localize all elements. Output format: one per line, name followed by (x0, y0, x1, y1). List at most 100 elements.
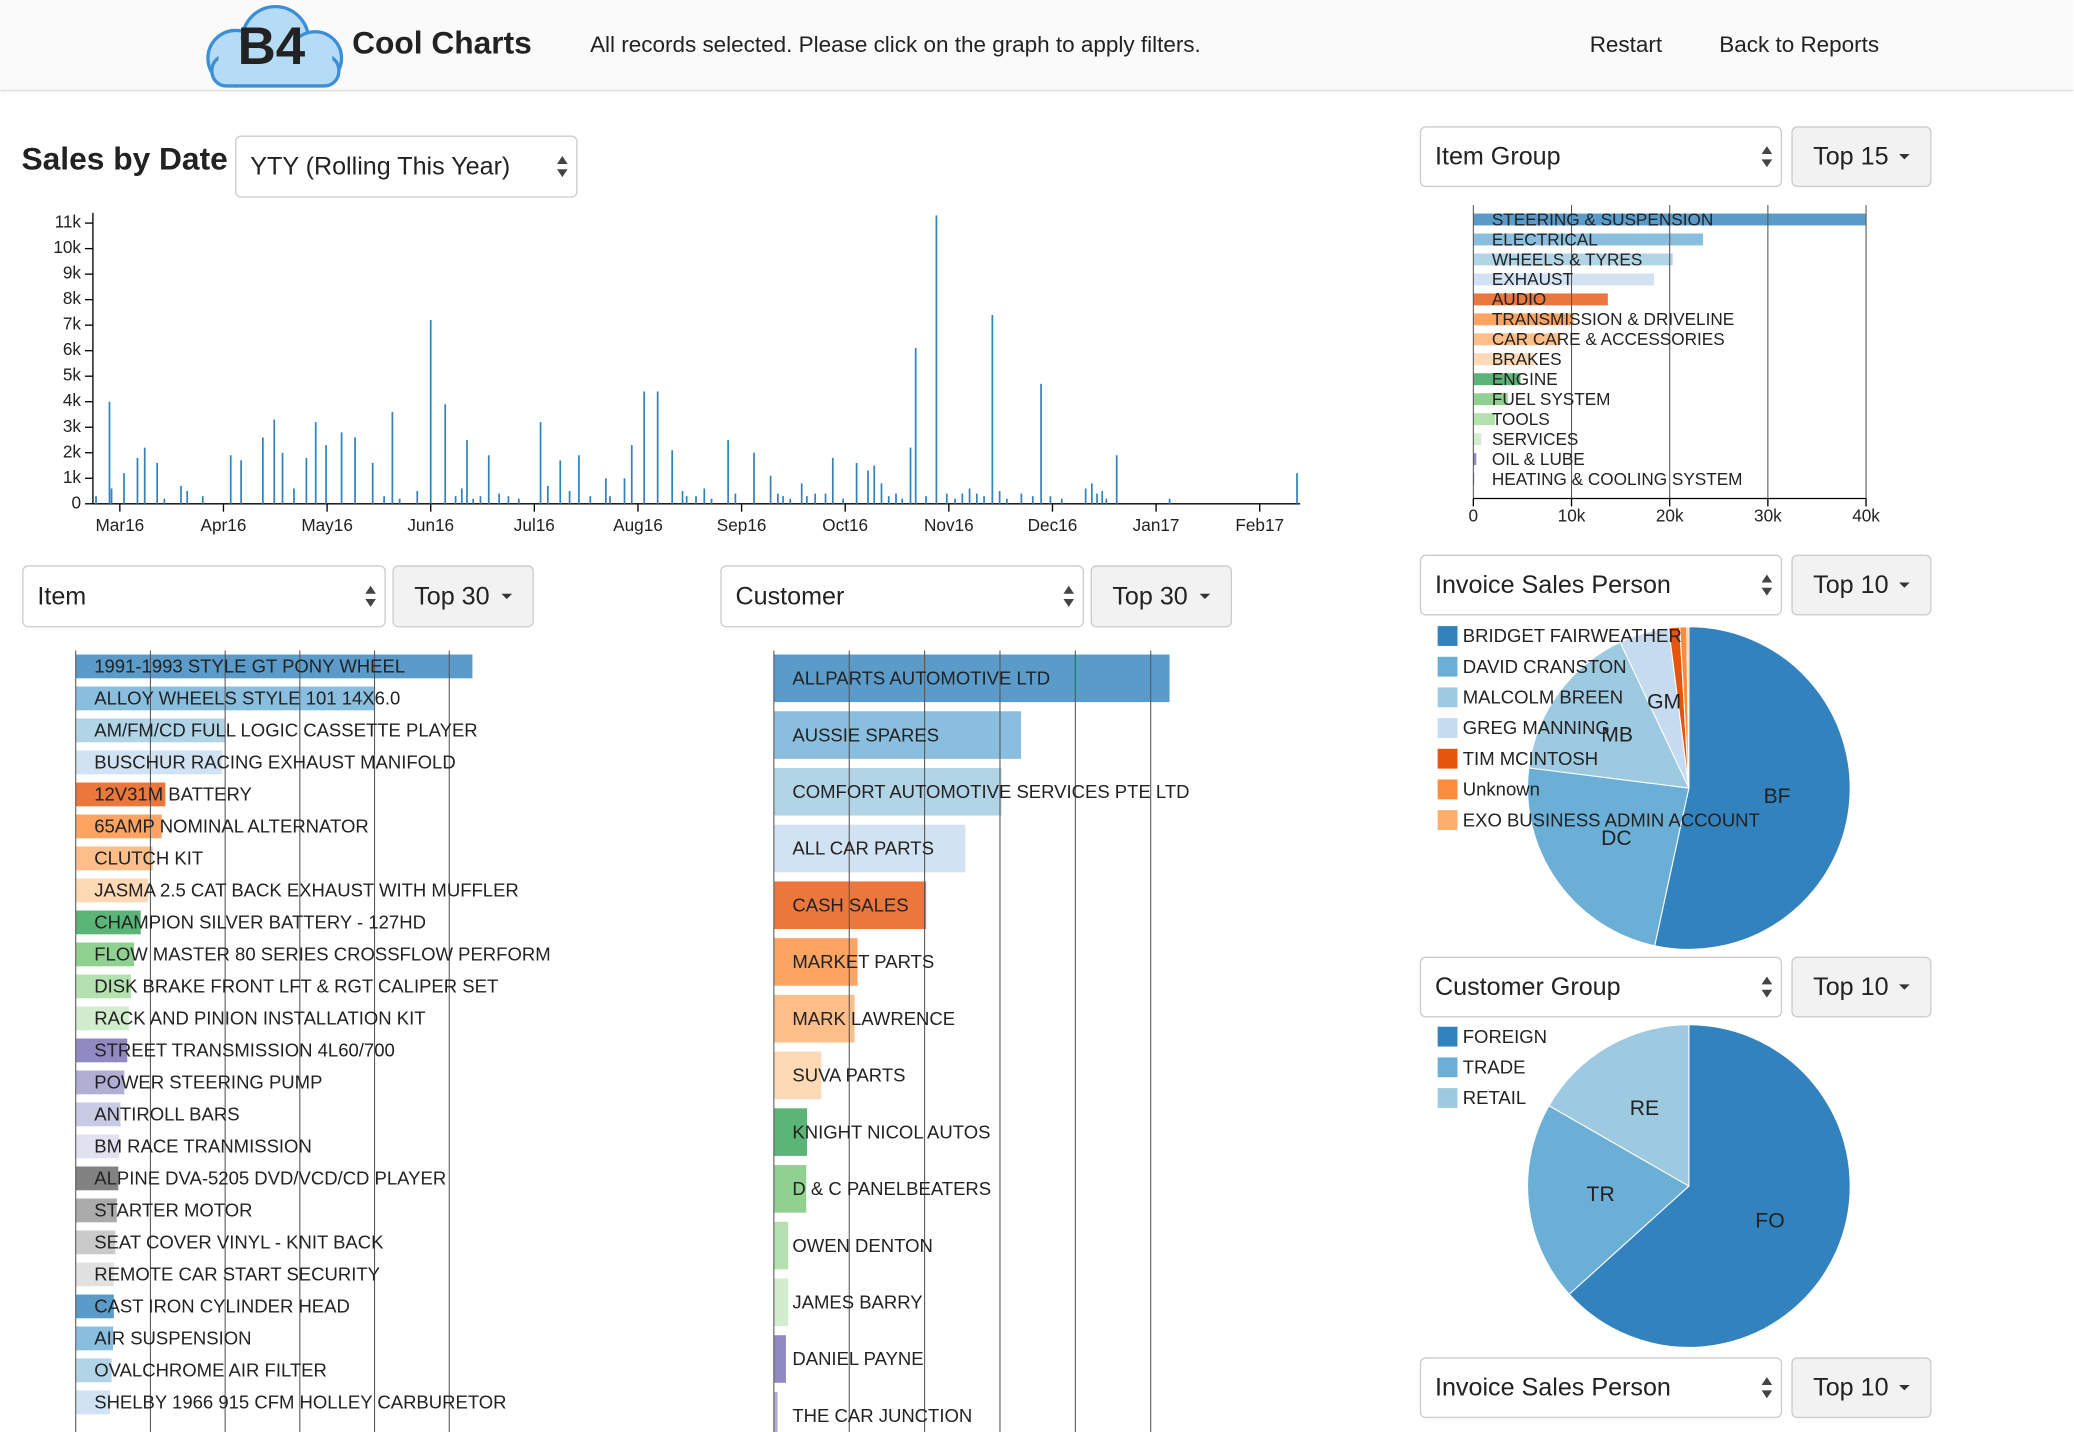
dropdown[interactable]: Invoice Sales Person (1419, 1357, 1783, 1419)
bar[interactable] (1473, 353, 1535, 366)
pie-slice[interactable] (1654, 626, 1851, 950)
legend-swatch (1437, 626, 1458, 646)
date-bar (240, 460, 242, 504)
pie-slice[interactable] (1686, 626, 1690, 789)
bar[interactable] (773, 654, 1170, 703)
bar[interactable] (773, 767, 1002, 816)
bar-label: AUSSIE SPARES (792, 724, 939, 745)
legend-label: EXO BUSINESS ADMIN ACCOUNT (1463, 809, 1760, 830)
button-box (1791, 956, 1932, 1018)
legend-swatch (1437, 1088, 1458, 1108)
date-bar (1090, 483, 1093, 504)
top-n-button[interactable]: Top 10 (1791, 1357, 1932, 1419)
top-n-button[interactable]: Top 30 (392, 565, 534, 628)
bar[interactable] (75, 654, 473, 679)
date-bar (444, 404, 447, 504)
top-n-button[interactable]: Top 30 (1090, 565, 1233, 628)
bar[interactable] (75, 750, 223, 775)
bar[interactable] (75, 910, 141, 935)
bar[interactable] (75, 974, 132, 999)
date-bar (429, 320, 432, 504)
bar[interactable] (75, 942, 134, 967)
bar[interactable] (75, 1038, 128, 1063)
bar[interactable] (773, 711, 1022, 759)
bar[interactable] (773, 1391, 778, 1432)
dropdown-box (1419, 1357, 1783, 1419)
bar[interactable] (75, 814, 162, 839)
date-bar (703, 488, 706, 504)
bar[interactable] (75, 1102, 121, 1127)
dropdown-box (22, 565, 386, 628)
bar[interactable] (75, 1006, 129, 1031)
bar[interactable] (75, 1166, 119, 1191)
pie-slice[interactable] (1528, 641, 1690, 789)
bar[interactable] (1473, 433, 1482, 446)
bar[interactable] (773, 994, 855, 1043)
bar-label: THE CAR JUNCTION (792, 1405, 972, 1426)
bar[interactable] (1473, 273, 1654, 286)
dropdown-arrows (1761, 146, 1773, 168)
nav-link[interactable]: Back to Reports (1719, 32, 1879, 57)
bar[interactable] (75, 1262, 114, 1287)
bar[interactable] (1473, 413, 1495, 426)
bar[interactable] (75, 1070, 125, 1095)
date-bar (201, 496, 204, 504)
dropdown-box (1419, 956, 1783, 1018)
bar[interactable] (75, 846, 153, 871)
bar[interactable] (773, 1165, 807, 1213)
dropdown-value: Item Group (1435, 143, 1561, 171)
date-bar (325, 445, 327, 504)
date-bar (880, 483, 883, 504)
bar[interactable] (773, 1278, 789, 1327)
dropdown[interactable]: YTY (Rolling This Year) (235, 135, 578, 198)
top-n-button[interactable]: Top 10 (1791, 956, 1932, 1018)
dropdown[interactable]: Customer Group (1419, 956, 1783, 1018)
top-n-button[interactable]: Top 10 (1791, 554, 1932, 616)
date-bar (163, 498, 166, 504)
pie-slice[interactable] (1568, 1024, 1851, 1348)
bar-label: SEAT COVER VINYL - KNIT BACK (94, 1232, 384, 1253)
dropdown[interactable]: Customer (720, 565, 1084, 628)
bar[interactable] (1473, 293, 1608, 306)
nav-link[interactable]: Restart (1590, 32, 1663, 57)
bar[interactable] (75, 782, 166, 807)
bar[interactable] (1473, 333, 1561, 346)
bar[interactable] (75, 878, 149, 903)
dropdown[interactable]: Item (22, 565, 386, 628)
dropdown-arrows (557, 156, 568, 178)
bar-label: 1991-1993 STYLE GT PONY WHEEL (94, 656, 405, 677)
x-tick-label: May16 (301, 515, 353, 535)
dropdown[interactable]: Item Group (1419, 126, 1783, 188)
bar[interactable] (1473, 313, 1574, 326)
bar[interactable] (1473, 393, 1508, 406)
bar[interactable] (773, 1335, 786, 1383)
bar[interactable] (75, 1358, 112, 1383)
bar[interactable] (773, 1221, 789, 1270)
bar[interactable] (1473, 453, 1477, 466)
bar[interactable] (773, 1108, 808, 1156)
bar[interactable] (773, 938, 858, 986)
bar[interactable] (773, 881, 927, 930)
date-bar (123, 473, 125, 504)
pie-slice[interactable] (1548, 1024, 1690, 1187)
bar[interactable] (1473, 373, 1521, 386)
caret (1899, 984, 1910, 990)
pie-slice[interactable] (1527, 767, 1690, 947)
bar[interactable] (75, 1198, 117, 1223)
bar[interactable] (773, 1051, 822, 1100)
bar[interactable] (1473, 233, 1704, 246)
dropdown-value: Item (37, 582, 86, 610)
dropdown[interactable]: Invoice Sales Person (1419, 554, 1783, 616)
bar[interactable] (75, 1134, 120, 1159)
bar[interactable] (75, 1326, 114, 1351)
pie-slice[interactable] (1527, 1104, 1690, 1296)
slice-label: TR (1587, 1183, 1615, 1206)
bar[interactable] (75, 1390, 111, 1415)
bar[interactable] (773, 824, 966, 873)
bar[interactable] (75, 1230, 116, 1255)
top-n-button[interactable]: Top 15 (1791, 126, 1932, 188)
bar[interactable] (75, 1294, 114, 1319)
date-bar (1105, 498, 1108, 504)
bar[interactable] (1473, 253, 1673, 266)
